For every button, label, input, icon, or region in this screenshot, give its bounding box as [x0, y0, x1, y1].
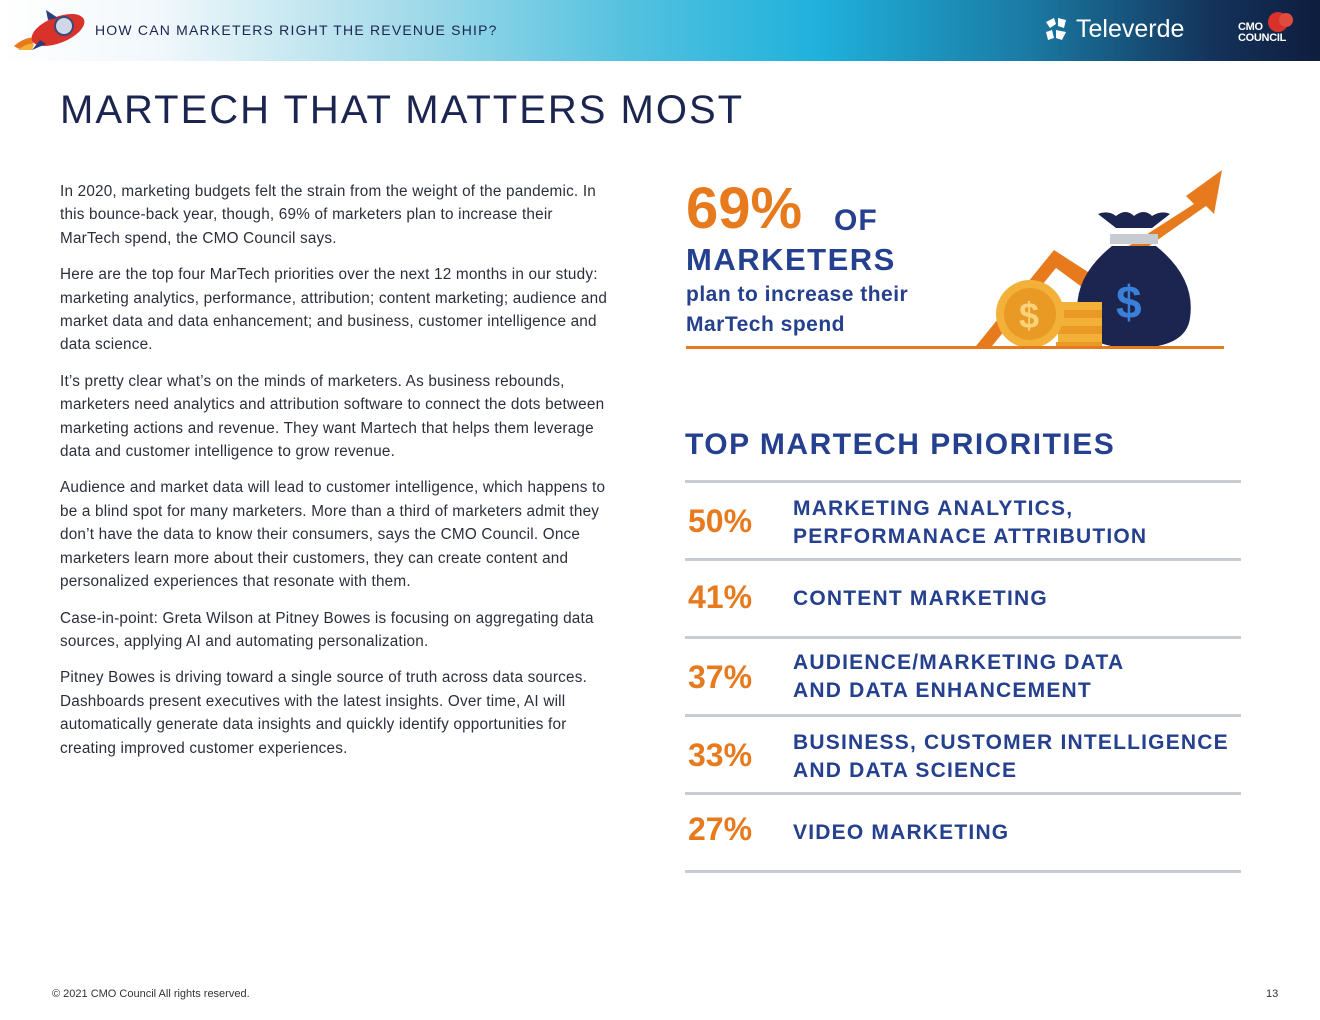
- list-item: 50% MARKETING ANALYTICS, PERFORMANACE AT…: [685, 483, 1241, 558]
- footer-copyright: © 2021 CMO Council All rights reserved.: [52, 988, 250, 1000]
- priorities-list: 50% MARKETING ANALYTICS, PERFORMANACE AT…: [685, 480, 1241, 873]
- priority-percent: 27%: [688, 811, 753, 847]
- priority-label: CONTENT MARKETING: [793, 585, 1048, 613]
- list-item: 33% BUSINESS, CUSTOMER INTELLIGENCE AND …: [685, 717, 1241, 792]
- paragraph: Audience and market data will lead to cu…: [60, 479, 606, 591]
- priority-label: MARKETING ANALYTICS, PERFORMANACE ATTRIB…: [793, 495, 1147, 551]
- header-banner: HOW CAN MARKETERS RIGHT THE REVENUE SHIP…: [0, 0, 1320, 61]
- priority-label-line2: AND DATA ENHANCEMENT: [793, 679, 1092, 702]
- callout-divider: [686, 346, 1224, 349]
- stat-callout: 69% OF MARKETERS plan to increase their …: [686, 168, 1226, 353]
- televerde-mark-icon: [1046, 18, 1066, 40]
- callout-marketers: MARKETERS: [686, 242, 896, 277]
- priority-percent: 33%: [688, 737, 753, 773]
- televerde-wordmark: Televerde: [1076, 15, 1185, 43]
- callout-of: OF: [834, 204, 878, 237]
- cmo-line2: COUNCIL: [1238, 32, 1287, 44]
- divider: [685, 558, 1241, 561]
- callout-subtitle: plan to increase their MarTech spend: [686, 283, 909, 336]
- money-growth-illustration: $ $: [976, 170, 1222, 348]
- divider: [685, 714, 1241, 717]
- page-title: MARTECH THAT MATTERS MOST: [60, 88, 745, 132]
- body-text: In 2020, marketing budgets felt the stra…: [60, 180, 608, 773]
- callout-percent: 69%: [686, 176, 803, 241]
- priorities-title: TOP MARTECH PRIORITIES: [685, 428, 1116, 461]
- priority-label-line2: AND DATA SCIENCE: [793, 759, 1018, 782]
- priority-percent: 41%: [688, 579, 753, 615]
- list-item: 41% CONTENT MARKETING: [685, 561, 1241, 636]
- divider: [685, 870, 1241, 873]
- divider: [685, 792, 1241, 795]
- priority-label: AUDIENCE/MARKETING DATA AND DATA ENHANCE…: [793, 649, 1124, 705]
- priority-label-line1: VIDEO MARKETING: [793, 821, 1010, 844]
- priority-label: BUSINESS, CUSTOMER INTELLIGENCE AND DATA…: [793, 729, 1229, 785]
- cmo-wordmark: CMO COUNCIL: [1238, 22, 1286, 44]
- televerde-logo: Televerde: [1042, 14, 1192, 48]
- dollar-icon: $: [1116, 276, 1142, 328]
- priority-label: VIDEO MARKETING: [793, 819, 1009, 847]
- priority-label-line2: PERFORMANACE ATTRIBUTION: [793, 525, 1148, 548]
- priority-label-line1: CONTENT MARKETING: [793, 587, 1048, 610]
- priority-percent: 50%: [688, 503, 753, 539]
- paragraph: Case-in-point: Greta Wilson at Pitney Bo…: [60, 609, 594, 650]
- banner-title: HOW CAN MARKETERS RIGHT THE REVENUE SHIP…: [95, 22, 498, 38]
- list-item: 27% VIDEO MARKETING: [685, 795, 1241, 870]
- priority-percent: 37%: [688, 659, 753, 695]
- cmo-leaf-icon: [1268, 12, 1293, 32]
- divider: [685, 636, 1241, 639]
- priority-label-line1: AUDIENCE/MARKETING DATA: [793, 651, 1125, 674]
- cmo-line1: CMO: [1238, 21, 1263, 33]
- priority-label-line1: BUSINESS, CUSTOMER INTELLIGENCE: [793, 731, 1229, 754]
- cmo-council-logo: CMO COUNCIL: [1234, 8, 1300, 56]
- paragraph: Here are the top four MarTech priorities…: [60, 266, 608, 354]
- list-item: 37% AUDIENCE/MARKETING DATA AND DATA ENH…: [685, 639, 1241, 714]
- paragraph: Pitney Bowes is driving toward a single …: [60, 669, 588, 757]
- page-number: 13: [1266, 988, 1279, 1000]
- paragraph: It’s pretty clear what’s on the minds of…: [60, 372, 605, 461]
- paragraph: In 2020, marketing budgets felt the stra…: [60, 183, 596, 247]
- divider: [685, 480, 1241, 483]
- priority-label-line1: MARKETING ANALYTICS,: [793, 497, 1074, 520]
- rocket-icon: [14, 10, 85, 50]
- coin-dollar-icon: $: [1019, 295, 1039, 336]
